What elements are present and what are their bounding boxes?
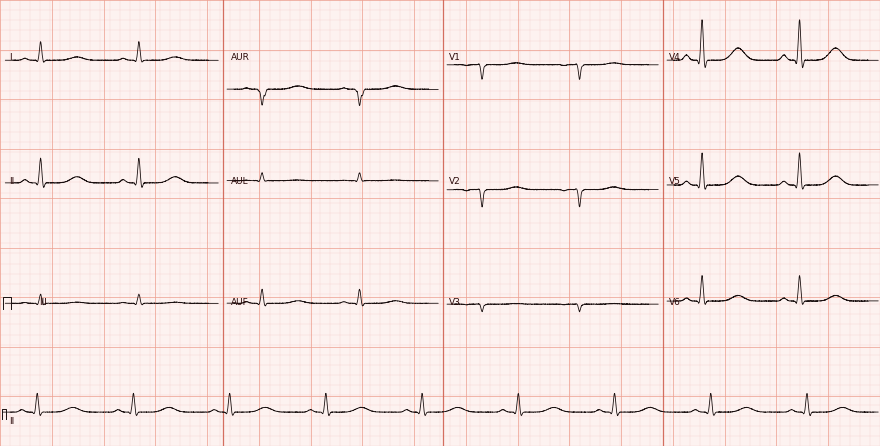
Text: II: II <box>9 417 14 426</box>
Text: I: I <box>9 54 11 62</box>
Text: V3: V3 <box>449 298 460 307</box>
Text: AUL: AUL <box>231 177 248 186</box>
Text: AUF: AUF <box>231 298 248 307</box>
Text: V6: V6 <box>669 298 680 307</box>
Text: V2: V2 <box>449 177 460 186</box>
Text: III: III <box>40 298 48 307</box>
Text: V1: V1 <box>449 54 460 62</box>
Text: AUR: AUR <box>231 54 249 62</box>
Text: II: II <box>9 177 14 186</box>
Text: V4: V4 <box>669 54 680 62</box>
Text: V5: V5 <box>669 177 680 186</box>
